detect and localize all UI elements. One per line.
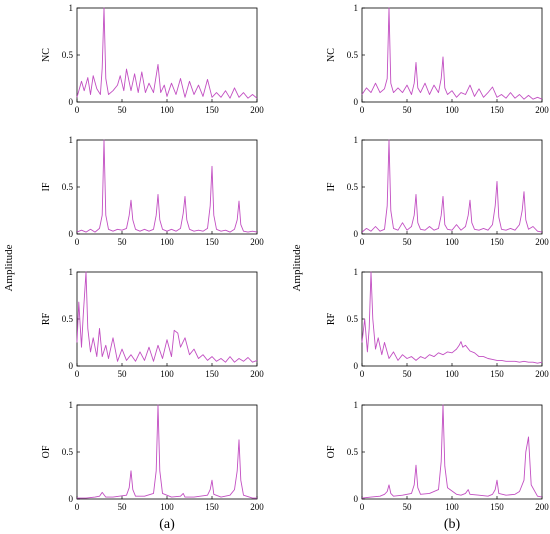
y-tick-label: 1: [69, 3, 74, 13]
x-tick-label: 100: [445, 237, 459, 247]
x-tick-label: 200: [535, 369, 549, 379]
series-line: [361, 271, 543, 364]
y-tick-label: 0: [354, 494, 359, 504]
subplot-ylabel: RF: [41, 312, 52, 325]
x-tick-label: 150: [205, 105, 219, 115]
x-tick-label: 0: [360, 502, 365, 512]
subplot-ylabel: OF: [41, 445, 52, 458]
x-tick-label: 200: [250, 369, 264, 379]
series-line: [76, 7, 258, 99]
y-tick-label: 0: [354, 97, 359, 107]
y-tick-label: 0: [69, 97, 74, 107]
series-line: [361, 404, 543, 499]
y-tick-label: 1: [69, 400, 74, 410]
y-tick-label: 0: [69, 361, 74, 371]
x-tick-label: 50: [118, 369, 128, 379]
x-tick-label: 50: [118, 105, 128, 115]
x-tick-label: 0: [360, 105, 365, 115]
x-tick-label: 200: [535, 237, 549, 247]
x-tick-label: 100: [445, 502, 459, 512]
subplot-ylabel: RF: [326, 312, 337, 325]
y-tick-label: 1: [354, 3, 359, 13]
x-tick-label: 200: [535, 502, 549, 512]
x-tick-label: 100: [160, 237, 174, 247]
y-tick-label: 1: [354, 267, 359, 277]
subplot-ylabel: NC: [41, 48, 52, 62]
x-tick-label: 0: [360, 237, 365, 247]
axes-frame: [76, 404, 258, 500]
x-tick-label: 100: [160, 369, 174, 379]
x-tick-label: 0: [360, 369, 365, 379]
y-tick-label: 0: [354, 229, 359, 239]
y-tick-label: 0.5: [62, 182, 74, 192]
subplot-b-rf: 0 50 100 150 200 0 0.5 1 RF: [326, 267, 549, 379]
series-line: [77, 404, 257, 499]
y-tick-label: 0.5: [62, 50, 74, 60]
x-tick-label: 100: [445, 369, 459, 379]
x-tick-label: 200: [250, 502, 264, 512]
y-tick-label: 0: [354, 361, 359, 371]
x-tick-label: 150: [205, 502, 219, 512]
y-tick-label: 0: [69, 229, 74, 239]
x-tick-label: 200: [535, 105, 549, 115]
x-tick-label: 150: [205, 369, 219, 379]
x-tick-label: 100: [160, 105, 174, 115]
x-tick-label: 50: [403, 105, 413, 115]
subplot-ylabel: IF: [41, 182, 52, 191]
y-tick-label: 0.5: [62, 314, 74, 324]
subplot-a-rf: 0 50 100 150 200 0 0.5 1 RF: [41, 267, 264, 379]
x-tick-label: 200: [250, 105, 264, 115]
panel-caption: (a): [159, 517, 175, 532]
y-tick-label: 0.5: [347, 447, 359, 457]
x-tick-label: 0: [75, 105, 80, 115]
x-tick-label: 0: [75, 237, 80, 247]
x-tick-label: 150: [490, 502, 504, 512]
subplot-a-nc: 0 50 100 150 200 0 0.5 1 NC: [41, 3, 264, 115]
x-tick-label: 0: [75, 502, 80, 512]
subplot-a-of: 0 50 100 150 200 0 0.5 1 OF: [41, 400, 264, 512]
subplot-ylabel: NC: [326, 48, 337, 62]
y-tick-label: 1: [354, 135, 359, 145]
y-tick-label: 0.5: [347, 314, 359, 324]
x-tick-label: 200: [250, 237, 264, 247]
x-tick-label: 150: [490, 105, 504, 115]
axes-frame: [361, 271, 543, 367]
series-line: [76, 271, 258, 363]
figure-ylabel: Amplitude: [3, 244, 15, 291]
x-tick-label: 50: [403, 369, 413, 379]
x-tick-label: 100: [445, 105, 459, 115]
y-tick-label: 0.5: [347, 182, 359, 192]
y-tick-label: 0.5: [62, 447, 74, 457]
x-tick-label: 150: [490, 369, 504, 379]
x-tick-label: 50: [403, 237, 413, 247]
y-tick-label: 1: [69, 135, 74, 145]
subplot-b-nc: 0 50 100 150 200 0 0.5 1 NC: [326, 3, 549, 115]
series-line: [361, 7, 543, 100]
series-line: [361, 139, 543, 233]
y-tick-label: 1: [69, 267, 74, 277]
y-tick-label: 0.5: [347, 50, 359, 60]
series-line: [76, 139, 258, 233]
x-tick-label: 0: [75, 369, 80, 379]
y-tick-label: 0: [69, 494, 74, 504]
subplot-ylabel: IF: [326, 182, 337, 191]
y-tick-label: 1: [354, 400, 359, 410]
subplot-a-if: 0 50 100 150 200 0 0.5 1 IF: [41, 135, 264, 247]
x-tick-label: 150: [490, 237, 504, 247]
x-tick-label: 100: [160, 502, 174, 512]
figure-ylabel: Amplitude: [291, 244, 303, 291]
x-tick-label: 50: [118, 502, 128, 512]
x-tick-label: 50: [403, 502, 413, 512]
panel-caption: (b): [444, 517, 461, 532]
x-tick-label: 150: [205, 237, 219, 247]
x-tick-label: 50: [118, 237, 128, 247]
subplot-b-of: 0 50 100 150 200 0 0.5 1 OF: [326, 400, 549, 512]
subplot-ylabel: OF: [326, 445, 337, 458]
subplot-b-if: 0 50 100 150 200 0 0.5 1 IF: [326, 135, 549, 247]
